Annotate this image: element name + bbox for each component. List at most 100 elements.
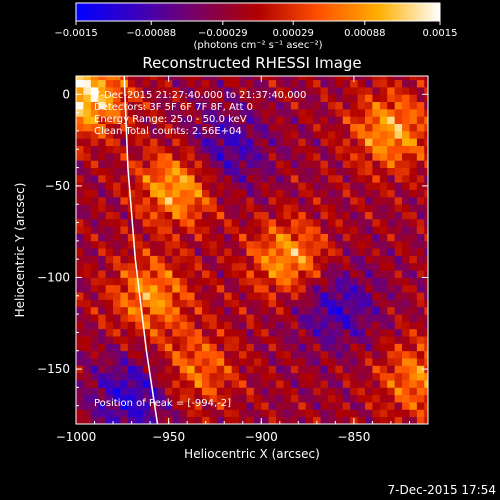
heatmap-cell (298, 233, 307, 242)
heatmap-cell (387, 116, 396, 125)
heatmap-cell (127, 380, 136, 388)
heatmap-cell (194, 101, 203, 110)
heatmap-cell (194, 416, 203, 424)
heatmap-cell (239, 204, 247, 212)
heatmap-cell (261, 394, 270, 403)
heatmap-cell (365, 226, 373, 234)
heatmap-cell (372, 218, 381, 227)
heatmap-cell (424, 306, 428, 315)
heatmap-cell (216, 211, 225, 220)
heatmap-cell (179, 123, 188, 132)
heatmap-cell (268, 182, 277, 190)
heatmap-cell (365, 284, 373, 293)
heatmap-cell (224, 336, 233, 344)
heatmap-cell (424, 262, 428, 271)
heatmap-cell (342, 306, 351, 315)
heatmap-cell (313, 372, 321, 381)
heatmap-cell (157, 365, 166, 374)
heatmap-cell (105, 123, 114, 132)
heatmap-cell (120, 189, 129, 198)
heatmap-cell (90, 182, 99, 190)
heatmap-cell (283, 306, 292, 315)
heatmap-cell (194, 196, 203, 205)
heatmap-cell (113, 94, 121, 103)
heatmap-cell (283, 108, 292, 117)
heatmap-cell (335, 145, 344, 154)
heatmap-cell (90, 108, 99, 117)
heatmap-cell (90, 94, 99, 103)
heatmap-cell (402, 174, 410, 183)
heatmap-cell (172, 321, 181, 330)
heatmap-cell (394, 350, 403, 359)
heatmap-cell (224, 79, 233, 88)
heatmap-cell (335, 402, 344, 410)
heatmap-cell (394, 284, 403, 293)
heatmap-cell (327, 314, 336, 322)
heatmap-cell (76, 108, 84, 117)
heatmap-cell (90, 365, 99, 374)
heatmap-cell (342, 226, 351, 234)
heatmap-cell (416, 189, 425, 198)
heatmap-cell (105, 350, 114, 359)
heatmap-cell (253, 365, 262, 374)
heatmap-cell (127, 343, 136, 352)
heatmap-cell (372, 321, 381, 330)
heatmap-cell (305, 123, 314, 132)
heatmap-cell (394, 336, 403, 344)
heatmap-cell (113, 343, 121, 352)
heatmap-cell (98, 365, 107, 374)
heatmap-cell (320, 108, 329, 117)
heatmap-cell (268, 321, 277, 330)
heatmap-cell (350, 226, 358, 234)
heatmap-cell (76, 94, 84, 103)
heatmap-cell (98, 248, 107, 256)
heatmap-cell (150, 101, 158, 110)
heatmap-cell (283, 350, 292, 359)
heatmap-cell (320, 218, 329, 227)
heatmap-cell (313, 365, 321, 374)
heatmap-cell (98, 299, 107, 308)
heatmap-cell (90, 255, 99, 264)
heatmap-cell (157, 409, 166, 418)
heatmap-cell (135, 321, 144, 330)
heatmap-cell (320, 196, 329, 205)
heatmap-cell (164, 189, 173, 198)
heatmap-cell (268, 380, 277, 388)
heatmap-cell (290, 130, 299, 139)
heatmap-cell (201, 182, 210, 190)
heatmap-cell (416, 160, 425, 168)
heatmap-cell (335, 233, 344, 242)
heatmap-cell (327, 365, 336, 374)
heatmap-cell (379, 189, 388, 198)
heatmap-cell (313, 248, 321, 256)
heatmap-cell (290, 321, 299, 330)
heatmap-cell (187, 167, 195, 176)
heatmap-cell (424, 101, 428, 110)
heatmap-cell (231, 108, 240, 117)
heatmap-cell (402, 130, 410, 139)
heatmap-cell (424, 387, 428, 396)
heatmap-cell (201, 394, 210, 403)
heatmap-cell (98, 79, 107, 88)
heatmap-cell (90, 240, 99, 249)
heatmap-cell (416, 86, 425, 95)
heatmap-cell (135, 336, 144, 344)
heatmap-cell (268, 94, 277, 103)
heatmap-cell (83, 145, 92, 154)
heatmap-cell (201, 196, 210, 205)
heatmap-cell (216, 94, 225, 103)
heatmap-cell (135, 211, 144, 220)
heatmap-cell (365, 416, 373, 424)
heatmap-cell (424, 299, 428, 308)
heatmap-cell (365, 343, 373, 352)
heatmap-cell (209, 387, 218, 396)
heatmap-cell (105, 321, 114, 330)
heatmap-cell (105, 196, 114, 205)
heatmap-cell (201, 174, 210, 183)
heatmap-cell (216, 402, 225, 410)
heatmap-cell (357, 350, 366, 359)
heatmap-cell (424, 350, 428, 359)
heatmap-cell (246, 189, 255, 198)
heatmap-cell (187, 226, 195, 234)
heatmap-cell (224, 270, 233, 278)
